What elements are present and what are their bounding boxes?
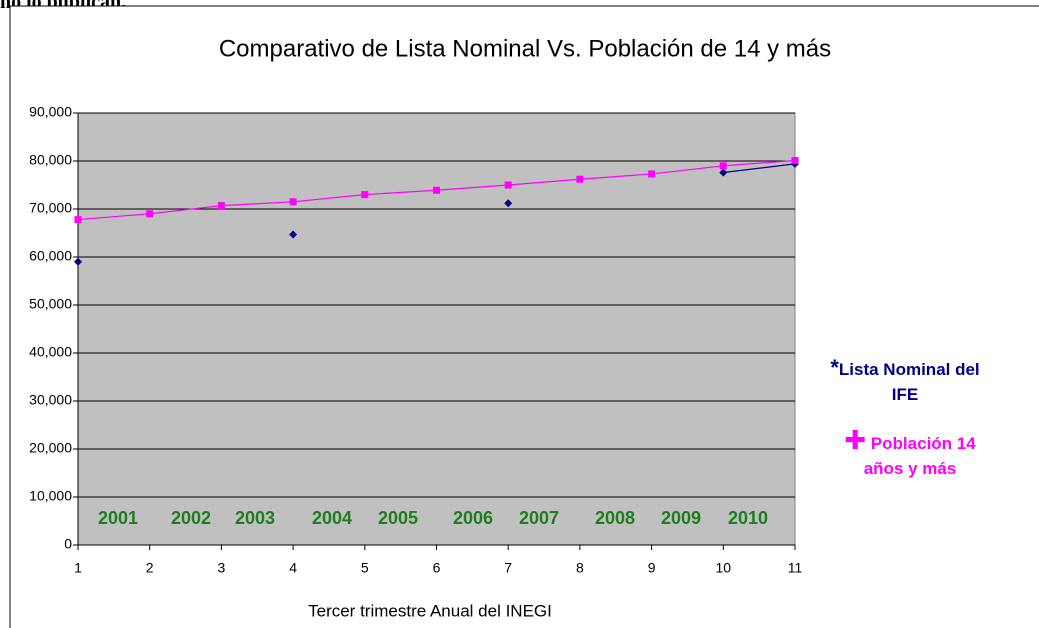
x-axis-label: Tercer trimestre Anual del INEGI (308, 601, 552, 620)
data-point (719, 168, 728, 177)
year-annotation: 2008 (595, 508, 635, 528)
x-tick-label: 6 (433, 560, 441, 576)
year-annotation: 2004 (312, 508, 352, 528)
year-annotation: 2007 (519, 508, 559, 528)
legend-label: Lista Nominal del IFE (838, 360, 980, 404)
plot-area (77, 112, 796, 546)
data-point (74, 216, 82, 224)
year-annotation: 2002 (171, 508, 211, 528)
y-tick-label: 70,000 (29, 200, 72, 216)
x-tick-label: 4 (289, 560, 297, 576)
data-point (791, 157, 799, 165)
y-tick-label: 20,000 (29, 440, 72, 456)
data-point (289, 198, 297, 206)
data-point (74, 257, 82, 266)
y-tick-label: 90,000 (29, 104, 72, 120)
x-tick-label: 5 (361, 560, 369, 576)
data-point (217, 202, 225, 210)
data-point (361, 191, 369, 199)
y-tick-label: 0 (64, 536, 72, 552)
x-tick-label: 8 (576, 560, 584, 576)
year-annotation: 2003 (235, 508, 275, 528)
x-tick-label: 11 (788, 560, 803, 576)
y-tick-label: 10,000 (29, 488, 72, 504)
year-annotation: 2005 (378, 508, 418, 528)
data-point (146, 210, 154, 218)
data-point (504, 199, 513, 208)
year-annotation: 2001 (98, 508, 138, 528)
x-tick-label: 3 (218, 560, 226, 576)
x-tick-label: 7 (504, 560, 512, 576)
x-tick-label: 9 (648, 560, 656, 576)
chart-title: Comparativo de Lista Nominal Vs. Poblaci… (219, 35, 831, 62)
y-tick-label: 60,000 (29, 248, 72, 264)
x-tick-label: 2 (146, 560, 154, 576)
year-annotation: 2009 (661, 508, 701, 528)
y-tick-label: 40,000 (29, 344, 72, 360)
data-point (504, 181, 512, 189)
y-tick-label: 80,000 (29, 152, 72, 168)
year-annotation: 2010 (728, 508, 768, 528)
y-tick-label: 30,000 (29, 392, 72, 408)
data-point (433, 186, 440, 194)
data-point (719, 162, 727, 170)
data-point (648, 170, 656, 178)
x-tick-label: 1 (74, 560, 82, 576)
y-tick-label: 50,000 (29, 296, 72, 312)
legend-entry: *Lista Nominal del IFE (830, 355, 980, 404)
data-point (576, 175, 584, 183)
year-annotation: 2006 (453, 508, 493, 528)
x-tick-label: 10 (716, 560, 732, 576)
legend-entry: ✚ Población 14 años y más (844, 425, 976, 478)
legend-label: Población 14 años y más (863, 434, 976, 478)
data-point (289, 230, 298, 239)
series-line (723, 163, 796, 174)
